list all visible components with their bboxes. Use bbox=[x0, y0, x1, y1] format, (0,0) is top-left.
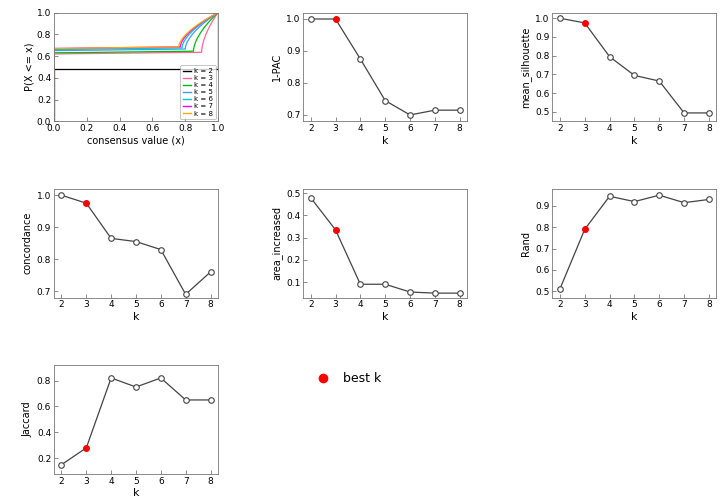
Y-axis label: Jaccard: Jaccard bbox=[23, 402, 32, 437]
Y-axis label: mean_silhouette: mean_silhouette bbox=[521, 26, 531, 108]
X-axis label: k: k bbox=[382, 312, 389, 322]
Y-axis label: concordance: concordance bbox=[23, 212, 32, 274]
Y-axis label: Rand: Rand bbox=[521, 231, 531, 256]
Y-axis label: 1-PAC: 1-PAC bbox=[272, 53, 282, 81]
X-axis label: k: k bbox=[631, 136, 638, 146]
X-axis label: k: k bbox=[132, 312, 139, 322]
X-axis label: k: k bbox=[382, 136, 389, 146]
Legend: k = 2, k = 3, k = 4, k = 5, k = 6, k = 7, k = 8: k = 2, k = 3, k = 4, k = 5, k = 6, k = 7… bbox=[180, 66, 216, 119]
X-axis label: consensus value (x): consensus value (x) bbox=[87, 136, 185, 146]
X-axis label: k: k bbox=[132, 488, 139, 498]
Y-axis label: P(X <= x): P(X <= x) bbox=[24, 43, 34, 91]
X-axis label: k: k bbox=[631, 312, 638, 322]
Legend: best k: best k bbox=[306, 367, 387, 391]
Y-axis label: area_increased: area_increased bbox=[271, 206, 282, 280]
